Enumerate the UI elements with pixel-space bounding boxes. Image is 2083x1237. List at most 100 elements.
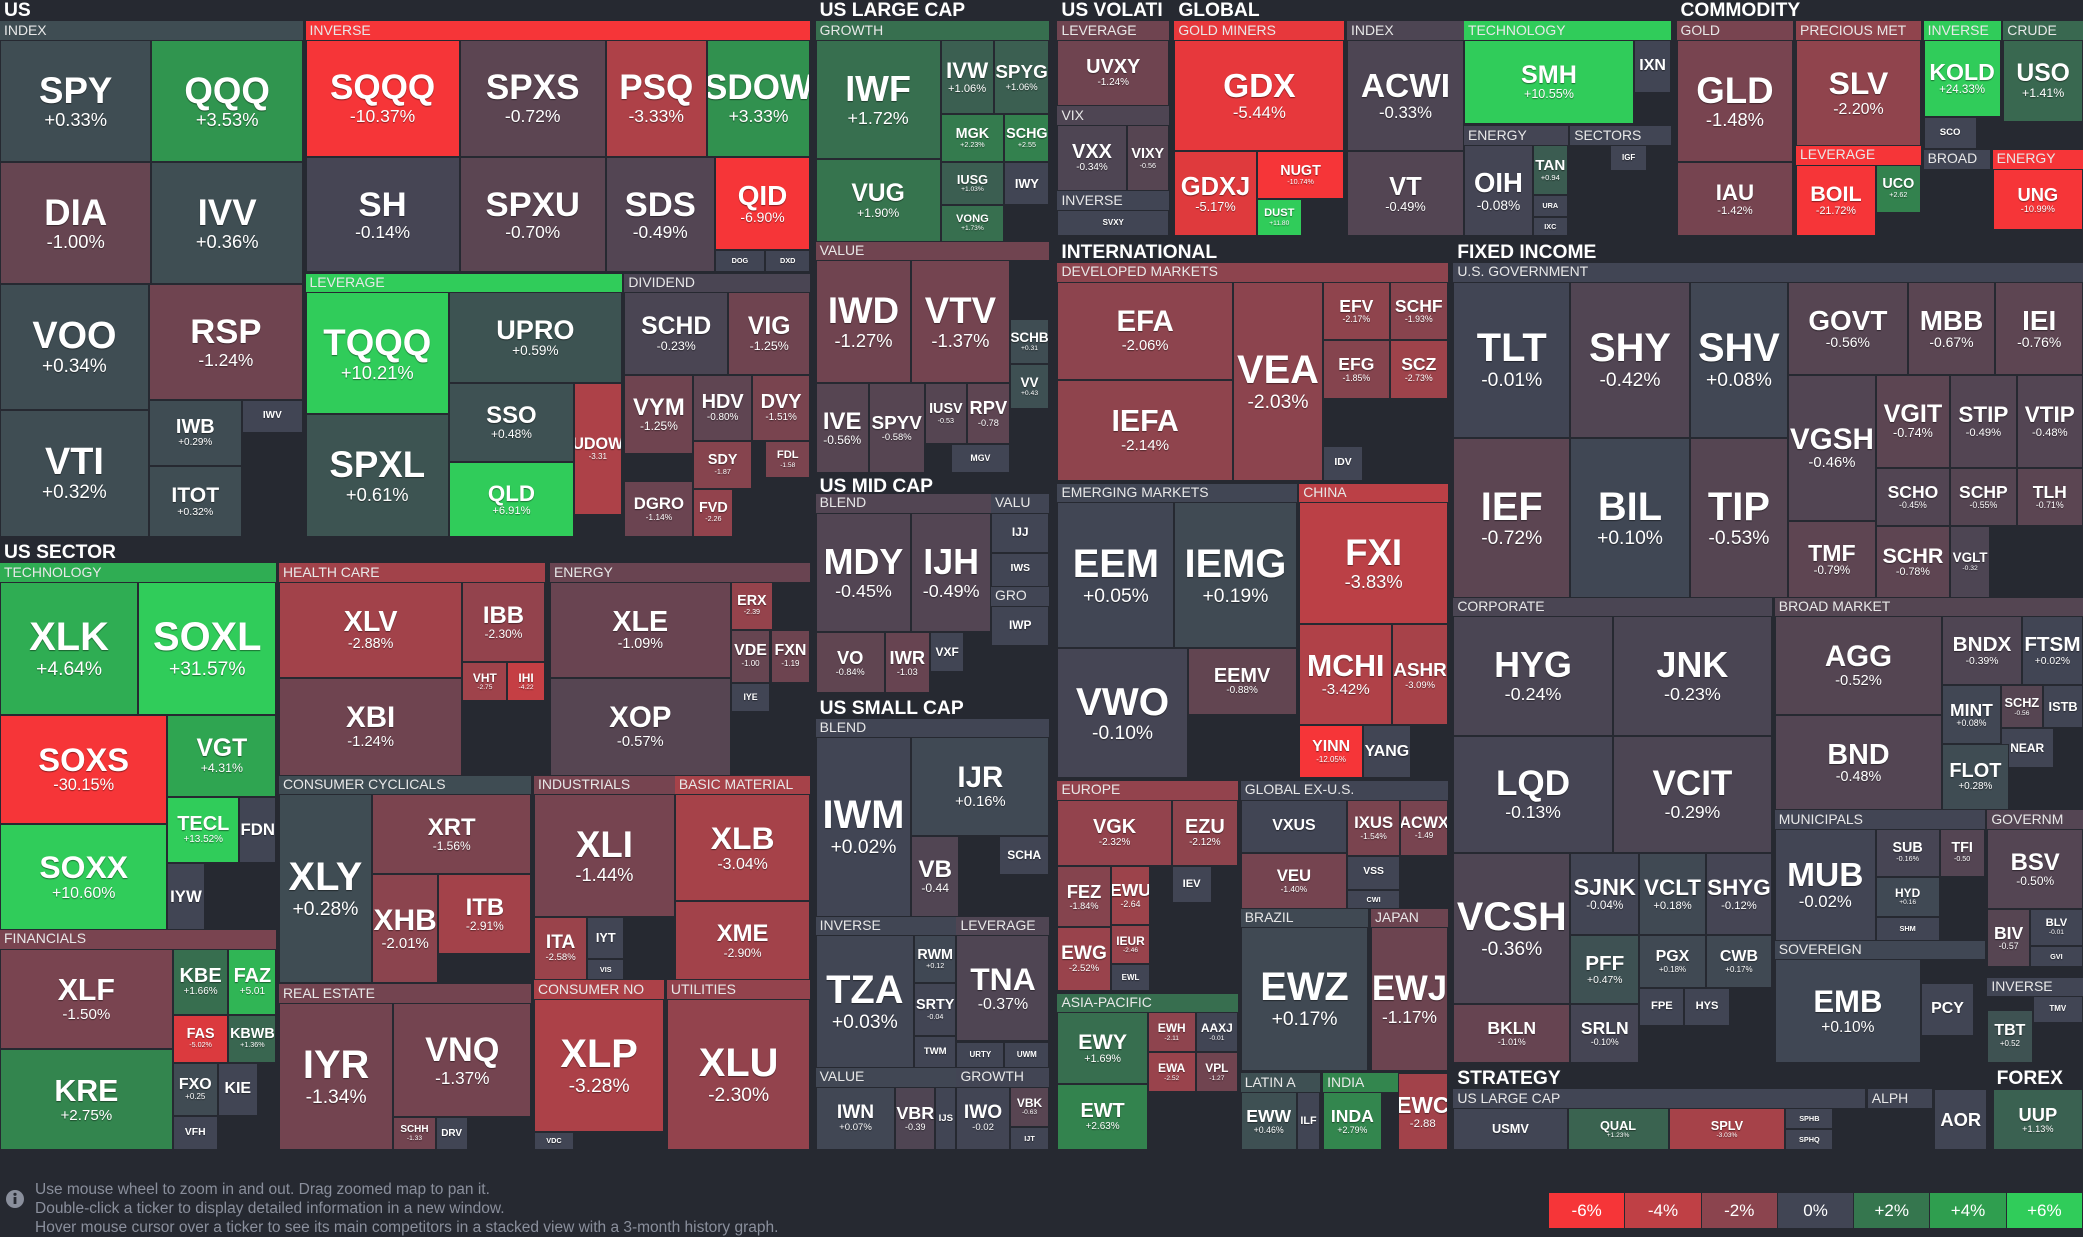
- ticker-tile[interactable]: QID -6.90%: [714, 156, 811, 250]
- ticker-tile[interactable]: FVD -2.26: [693, 488, 734, 537]
- ticker-tile[interactable]: SCHO -0.45%: [1875, 467, 1951, 527]
- ticker-tile[interactable]: VTV -1.37%: [911, 260, 1010, 383]
- ticker-tile[interactable]: FXO +0.25: [172, 1062, 218, 1116]
- ticker-tile[interactable]: UNG -10.99%: [1992, 168, 2083, 230]
- ticker-tile[interactable]: VDE -1.00: [730, 629, 771, 683]
- ticker-tile[interactable]: VPL -1.27: [1195, 1052, 1239, 1092]
- ticker-tile[interactable]: XME -2.90%: [674, 900, 811, 981]
- ticker-tile[interactable]: FTSM +0.02%: [2021, 616, 2083, 686]
- ticker-tile[interactable]: VDC: [534, 1131, 574, 1151]
- ticker-tile[interactable]: SUB -0.16%: [1875, 828, 1940, 877]
- ticker-tile[interactable]: MBB -0.67%: [1907, 281, 1996, 375]
- ticker-tile[interactable]: SCHD -0.23%: [624, 292, 728, 375]
- ticker-tile[interactable]: XLY +0.28%: [278, 794, 372, 984]
- ticker-tile[interactable]: TNA -0.37%: [956, 935, 1050, 1042]
- ticker-tile[interactable]: MCHI -3.42%: [1299, 624, 1393, 726]
- ticker-tile[interactable]: VTI +0.32%: [0, 410, 149, 537]
- ticker-tile[interactable]: VIXY -0.56: [1126, 124, 1170, 192]
- ticker-tile[interactable]: MUB -0.02%: [1774, 828, 1876, 941]
- ticker-tile[interactable]: XLB -3.04%: [674, 794, 811, 901]
- ticker-tile[interactable]: QQQ +3.53%: [151, 39, 303, 163]
- ticker-tile[interactable]: TFI -0.50: [1939, 828, 1985, 877]
- ticker-tile[interactable]: BLV -0.01: [2029, 908, 2083, 946]
- ticker-tile[interactable]: SCO: [1923, 116, 1977, 149]
- ticker-tile[interactable]: IWF +1.72%: [815, 39, 941, 160]
- ticker-tile[interactable]: AAXJ -0.01: [1195, 1012, 1239, 1053]
- ticker-tile[interactable]: YINN -12.05%: [1299, 725, 1363, 779]
- ticker-tile[interactable]: IDV: [1323, 446, 1363, 481]
- ticker-tile[interactable]: CWI: [1347, 890, 1401, 909]
- ticker-tile[interactable]: EEMV -0.88%: [1187, 648, 1297, 715]
- ticker-tile[interactable]: BSV -0.50%: [1987, 828, 2083, 909]
- ticker-tile[interactable]: KBWB +1.36%: [228, 1014, 277, 1063]
- ticker-tile[interactable]: FAZ +5.01: [228, 948, 277, 1015]
- ticker-tile[interactable]: SCZ -2.73%: [1389, 340, 1448, 399]
- ticker-tile[interactable]: ACWI -0.33%: [1347, 39, 1464, 152]
- ticker-tile[interactable]: SPHB: [1785, 1107, 1834, 1130]
- ticker-tile[interactable]: TMV: [2032, 996, 2083, 1023]
- ticker-tile[interactable]: DXD: [765, 249, 811, 273]
- ticker-tile[interactable]: VGLT -0.32: [1950, 526, 1990, 598]
- ticker-tile[interactable]: SHM: [1875, 916, 1940, 941]
- ticker-tile[interactable]: PSQ -3.33%: [605, 39, 707, 157]
- ticker-tile[interactable]: USMV: [1453, 1107, 1568, 1151]
- ticker-tile[interactable]: IAU -1.42%: [1676, 162, 1794, 237]
- ticker-tile[interactable]: SHYG -0.12%: [1705, 852, 1773, 936]
- ticker-tile[interactable]: VBK -0.63: [1009, 1086, 1050, 1127]
- ticker-tile[interactable]: IEV: [1171, 866, 1212, 904]
- ticker-tile[interactable]: SPY +0.33%: [0, 39, 152, 163]
- ticker-tile[interactable]: SPXL +0.61%: [305, 414, 449, 537]
- ticker-tile[interactable]: VONG +1.73%: [940, 204, 1005, 242]
- ticker-tile[interactable]: SLV -2.20%: [1796, 39, 1921, 147]
- ticker-tile[interactable]: IYR -1.34%: [278, 1002, 394, 1151]
- ticker-tile[interactable]: ASHR -3.09%: [1392, 624, 1448, 726]
- ticker-tile[interactable]: BIL +0.10%: [1570, 438, 1690, 598]
- ticker-tile[interactable]: MINT +0.08%: [1942, 685, 2001, 744]
- ticker-tile[interactable]: SCHR -0.78%: [1875, 526, 1951, 598]
- ticker-tile[interactable]: IEI -0.76%: [1995, 281, 2083, 375]
- ticker-tile[interactable]: BIV -0.57: [1987, 908, 2030, 968]
- ticker-tile[interactable]: DIA -1.00%: [0, 162, 152, 285]
- ticker-tile[interactable]: FLOT +0.28%: [1942, 743, 2009, 811]
- ticker-tile[interactable]: TQQQ +10.21%: [305, 292, 449, 415]
- ticker-tile[interactable]: USO +1.41%: [2003, 39, 2083, 123]
- ticker-tile[interactable]: IEFA -2.14%: [1057, 379, 1233, 481]
- ticker-tile[interactable]: EWC -2.88: [1397, 1073, 1448, 1151]
- ticker-tile[interactable]: CWB +0.17%: [1705, 935, 1773, 989]
- ticker-tile[interactable]: DVY -1.51%: [751, 374, 811, 442]
- ticker-tile[interactable]: QUAL +1.23%: [1567, 1107, 1669, 1151]
- ticker-tile[interactable]: SCHF -1.93%: [1389, 281, 1448, 341]
- ticker-tile[interactable]: EMB +0.10%: [1774, 959, 1921, 1063]
- ticker-tile[interactable]: VIG -1.25%: [727, 292, 811, 375]
- ticker-tile[interactable]: INDA +2.79%: [1323, 1091, 1382, 1151]
- ticker-tile[interactable]: SH -0.14%: [305, 156, 460, 273]
- ticker-tile[interactable]: PGX +0.18%: [1639, 935, 1706, 989]
- ticker-tile[interactable]: UCO +2.62: [1875, 164, 1921, 213]
- ticker-tile[interactable]: IEMG +0.19%: [1174, 502, 1297, 649]
- ticker-tile[interactable]: GLD -1.48%: [1676, 39, 1794, 163]
- ticker-tile[interactable]: SCHB +0.31: [1009, 318, 1050, 364]
- ticker-tile[interactable]: XBI -1.24%: [278, 677, 463, 776]
- ticker-tile[interactable]: BKLN -1.01%: [1453, 1004, 1571, 1063]
- ticker-tile[interactable]: RWM +0.12: [913, 935, 957, 984]
- ticker-tile[interactable]: VNQ -1.37%: [393, 1002, 532, 1118]
- ticker-tile[interactable]: SCHZ -0.56: [2000, 685, 2044, 728]
- ticker-tile[interactable]: TBT +0.52: [1987, 1009, 2033, 1063]
- ticker-tile[interactable]: VUG +1.90%: [815, 159, 941, 242]
- ticker-tile[interactable]: MGK +2.23%: [940, 114, 1005, 163]
- ticker-tile[interactable]: IWV: [241, 399, 303, 434]
- ticker-tile[interactable]: IXN: [1633, 39, 1672, 93]
- ticker-tile[interactable]: NUGT -10.74%: [1256, 151, 1345, 200]
- ticker-tile[interactable]: FAS -5.02%: [172, 1014, 229, 1063]
- ticker-tile[interactable]: FXI -3.83%: [1299, 502, 1448, 625]
- ticker-tile[interactable]: SCHH -1.33: [393, 1117, 436, 1151]
- ticker-tile[interactable]: SCHA: [998, 835, 1050, 876]
- ticker-tile[interactable]: VYM -1.25%: [624, 374, 694, 455]
- ticker-tile[interactable]: UDOW -3.31: [573, 382, 622, 516]
- ticker-tile[interactable]: VXF: [929, 632, 965, 673]
- ticker-tile[interactable]: SCHG +2.55: [1004, 114, 1050, 163]
- ticker-tile[interactable]: EWW +0.46%: [1240, 1091, 1297, 1151]
- ticker-tile[interactable]: FXN -1.19: [770, 629, 811, 683]
- ticker-tile[interactable]: TZA +0.03%: [815, 935, 914, 1069]
- ticker-tile[interactable]: UVXY -1.24%: [1057, 39, 1170, 107]
